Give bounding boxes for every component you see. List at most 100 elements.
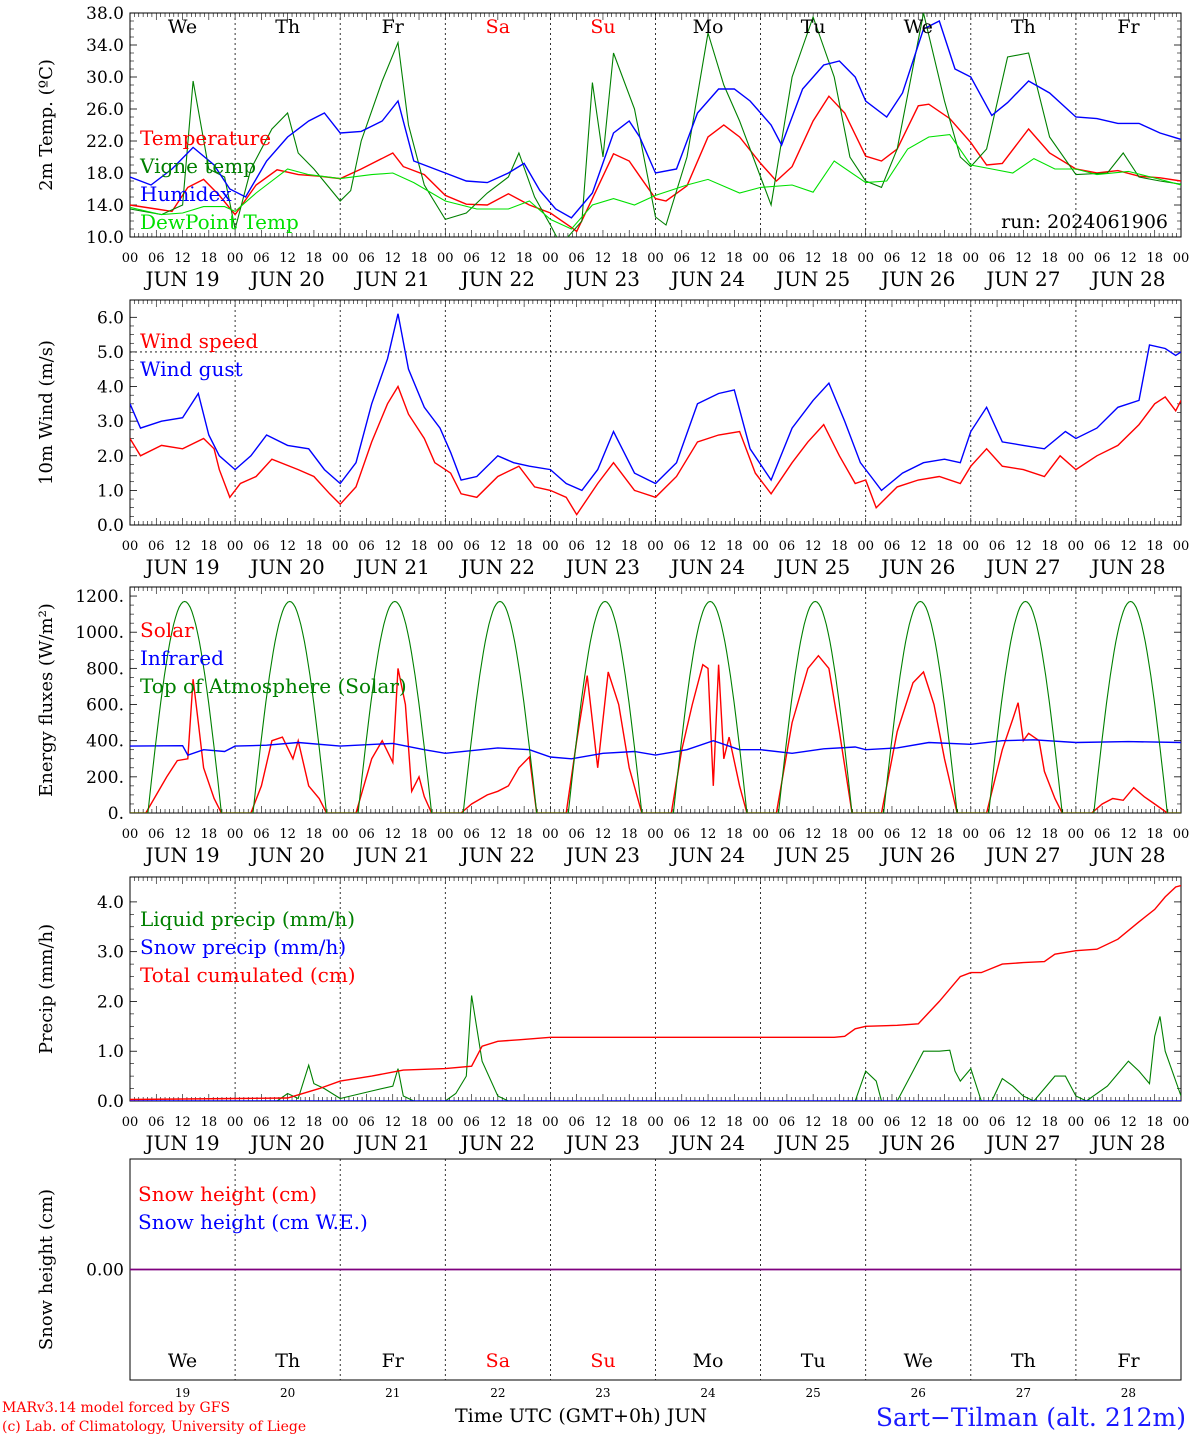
date-label: JUN 27	[984, 1131, 1060, 1155]
y-tick-label: 1.0	[97, 481, 124, 501]
hour-tick-label: 12	[384, 827, 401, 842]
hour-tick-label: 12	[595, 827, 612, 842]
hour-tick-label: 00	[963, 251, 980, 266]
legend-label-2: Snow precip (mm/h)	[140, 935, 346, 959]
day-number-label: 21	[385, 1386, 400, 1400]
hour-tick-label: 18	[516, 539, 533, 554]
y-tick-label: 26.0	[86, 100, 124, 120]
hour-tick-label: 06	[568, 827, 585, 842]
date-label: JUN 20	[249, 555, 325, 579]
hour-tick-label: 06	[989, 251, 1006, 266]
hour-tick-label: 06	[148, 1115, 165, 1130]
day-number-label: 19	[175, 1386, 190, 1400]
panel-3	[129, 586, 1182, 814]
hour-tick-label: 06	[779, 539, 796, 554]
hour-tick-label: 12	[1015, 827, 1032, 842]
hour-tick-label: 06	[358, 251, 375, 266]
hour-tick-label: 18	[936, 827, 953, 842]
hour-tick-label: 06	[884, 251, 901, 266]
hour-tick-label: 18	[1146, 827, 1163, 842]
weekday-label: Mo	[693, 1350, 724, 1372]
y-tick-label: 6.0	[97, 308, 124, 328]
hour-tick-label: 18	[516, 251, 533, 266]
y-tick-label: 1200.	[75, 587, 124, 607]
weekday-label: We	[904, 1350, 933, 1372]
hour-tick-label: 18	[411, 251, 428, 266]
hour-tick-label: 00	[1173, 1115, 1190, 1130]
hour-tick-label: 18	[1041, 1115, 1058, 1130]
hour-tick-label: 06	[148, 539, 165, 554]
hour-tick-label: 06	[358, 1115, 375, 1130]
day-number-label: 26	[911, 1386, 926, 1400]
panel-2	[129, 299, 1182, 526]
hour-tick-label: 06	[568, 251, 585, 266]
hour-tick-label: 00	[1068, 539, 1085, 554]
hour-tick-label: 00	[752, 539, 769, 554]
date-label: JUN 24	[669, 267, 745, 291]
date-label: JUN 22	[459, 267, 535, 291]
hour-tick-label: 18	[621, 827, 638, 842]
hour-tick-label: 18	[1041, 827, 1058, 842]
hour-tick-label: 06	[463, 827, 480, 842]
hour-tick-label: 00	[857, 1115, 874, 1130]
legend-label-2: Snow height (cm W.E.)	[138, 1210, 368, 1234]
hour-tick-label: 18	[201, 251, 218, 266]
weekday-label: Fr	[1117, 16, 1140, 38]
hour-tick-label: 06	[253, 539, 270, 554]
hour-tick-label: 06	[674, 251, 691, 266]
day-number-label: 23	[595, 1386, 610, 1400]
hour-tick-label: 00	[437, 539, 454, 554]
series-line-humidex	[130, 20, 1181, 219]
hour-tick-label: 18	[201, 539, 218, 554]
hour-tick-label: 00	[332, 1115, 349, 1130]
weekday-label: Su	[590, 1350, 615, 1372]
day-number-label: 24	[700, 1386, 716, 1400]
hour-tick-label: 18	[726, 1115, 743, 1130]
hour-tick-label: 18	[831, 251, 848, 266]
hour-tick-label: 12	[174, 1115, 191, 1130]
weekday-label: Sa	[486, 16, 510, 38]
date-label: JUN 22	[459, 843, 535, 867]
hour-tick-label: 18	[306, 827, 323, 842]
hour-tick-label: 06	[989, 539, 1006, 554]
series-line-total-cumulated-cm-	[130, 884, 1181, 1101]
hour-tick-label: 12	[700, 827, 717, 842]
weekday-label: Fr	[382, 16, 405, 38]
hour-tick-label: 12	[805, 251, 822, 266]
date-label: JUN 19	[143, 843, 219, 867]
hour-tick-label: 00	[437, 251, 454, 266]
legend-label-1: Wind speed	[140, 329, 258, 353]
hour-tick-label: 06	[253, 827, 270, 842]
hour-tick-label: 06	[1094, 539, 1111, 554]
date-label: JUN 28	[1089, 555, 1165, 579]
hour-tick-label: 06	[674, 539, 691, 554]
y-axis-label: 10m Wind (m/s)	[36, 340, 57, 485]
hour-tick-label: 00	[963, 539, 980, 554]
hour-tick-label: 00	[857, 827, 874, 842]
hour-tick-label: 18	[726, 251, 743, 266]
y-tick-label: 5.0	[97, 343, 124, 363]
y-tick-label: 30.0	[86, 68, 124, 88]
hour-tick-label: 18	[831, 539, 848, 554]
date-label: JUN 25	[774, 843, 850, 867]
hour-tick-label: 00	[437, 827, 454, 842]
legend-label-1: Snow height (cm)	[138, 1182, 317, 1206]
run-label: run: 2024061906	[1001, 211, 1168, 233]
hour-tick-label: 00	[752, 827, 769, 842]
series-line-wind-gust	[130, 313, 1181, 492]
legend-label-3: Total cumulated (cm)	[140, 963, 356, 987]
y-tick-label: 1.0	[97, 1042, 124, 1062]
hour-tick-label: 12	[1120, 251, 1137, 266]
hour-tick-label: 00	[122, 1115, 139, 1130]
y-tick-label: 400.	[86, 732, 124, 752]
legend-label-1: Liquid precip (mm/h)	[140, 907, 355, 931]
weekday-label: Tu	[801, 1350, 826, 1372]
date-label: JUN 24	[669, 555, 745, 579]
date-label: JUN 27	[984, 267, 1060, 291]
hour-tick-label: 06	[1094, 1115, 1111, 1130]
date-label: JUN 21	[354, 267, 430, 291]
panel-4	[129, 876, 1182, 1102]
hour-tick-label: 18	[516, 827, 533, 842]
hour-tick-label: 06	[568, 539, 585, 554]
y-axis-label: Precip (mm/h)	[36, 924, 57, 1054]
